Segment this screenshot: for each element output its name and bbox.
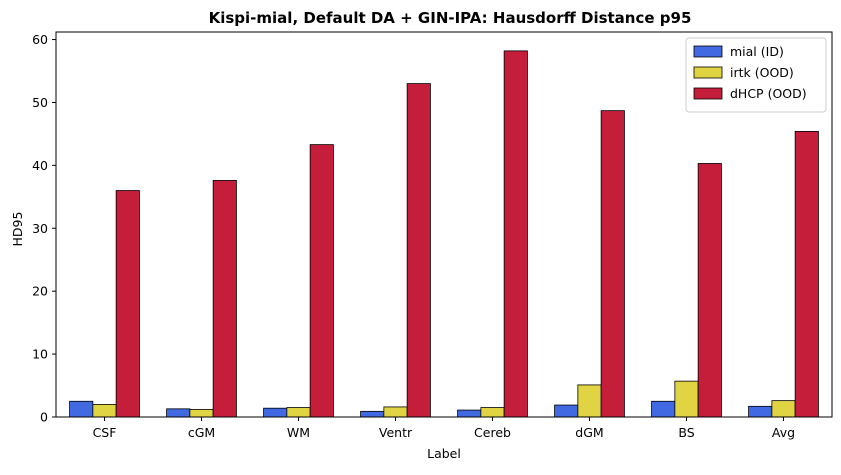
- bar-dgm-series-1: [577, 384, 602, 418]
- x-tick-label: WM: [287, 425, 310, 440]
- bar-cereb-series-1: [480, 407, 505, 418]
- legend-label: dHCP (OOD): [730, 86, 807, 101]
- bar-csf-series-0: [69, 400, 94, 418]
- x-axis-ticks: CSF cGM WM Ventr Cereb dGM BS Avg: [93, 417, 795, 440]
- bar-wm-series-2: [309, 144, 334, 418]
- bar-csf-series-2: [115, 190, 140, 418]
- bar-ventr-series-1: [383, 406, 408, 418]
- legend-swatch: [693, 87, 723, 100]
- legend: mial (ID) irtk (OOD) dHCP (OOD): [685, 37, 827, 113]
- bar-bs-series-0: [651, 400, 676, 418]
- chart-title: Kispi-mial, Default DA + GIN-IPA: Hausdo…: [209, 9, 692, 27]
- bar-csf-series-1: [92, 404, 117, 418]
- y-tick-label: 30: [32, 221, 48, 236]
- x-tick-label: Ventr: [379, 425, 413, 440]
- bar-cgm-series-0: [166, 408, 191, 418]
- legend-label: mial (ID): [730, 44, 784, 59]
- y-tick-label: 20: [32, 284, 48, 299]
- bar-dgm-series-0: [554, 404, 579, 418]
- bar-cereb-series-0: [457, 409, 482, 418]
- bar-ventr-series-0: [360, 410, 385, 418]
- y-tick-label: 10: [32, 347, 48, 362]
- y-axis-ticks: 0 10 20 30 40 50 60: [32, 32, 56, 425]
- bar-avg-series-1: [771, 400, 796, 418]
- y-tick-label: 40: [32, 158, 48, 173]
- bar-cgm-series-1: [189, 409, 214, 418]
- x-tick-label: Cereb: [474, 425, 511, 440]
- y-tick-label: 0: [40, 410, 48, 425]
- x-tick-label: CSF: [93, 425, 117, 440]
- x-tick-label: Avg: [772, 425, 795, 440]
- legend-label: irtk (OOD): [730, 65, 794, 80]
- y-tick-label: 60: [32, 32, 48, 47]
- y-axis-label: HD95: [10, 212, 25, 247]
- bar-avg-series-0: [748, 405, 773, 418]
- bar-wm-series-1: [286, 407, 311, 418]
- legend-swatch: [693, 66, 723, 79]
- bar-bs-series-2: [697, 163, 722, 418]
- bar-ventr-series-2: [406, 83, 431, 418]
- x-tick-label: BS: [678, 425, 694, 440]
- y-tick-label: 50: [32, 95, 48, 110]
- bars-group: [69, 50, 819, 418]
- x-tick-label: cGM: [188, 425, 215, 440]
- bar-dgm-series-2: [600, 110, 625, 418]
- bar-cgm-series-2: [212, 180, 237, 418]
- legend-swatch: [693, 45, 723, 58]
- bar-bs-series-1: [674, 380, 699, 418]
- bar-wm-series-0: [263, 407, 288, 418]
- plot-frame: [55, 31, 833, 418]
- x-axis-label: Label: [427, 446, 461, 461]
- x-tick-label: dGM: [575, 425, 603, 440]
- bar-avg-series-2: [794, 130, 819, 418]
- bar-cereb-series-2: [503, 50, 528, 418]
